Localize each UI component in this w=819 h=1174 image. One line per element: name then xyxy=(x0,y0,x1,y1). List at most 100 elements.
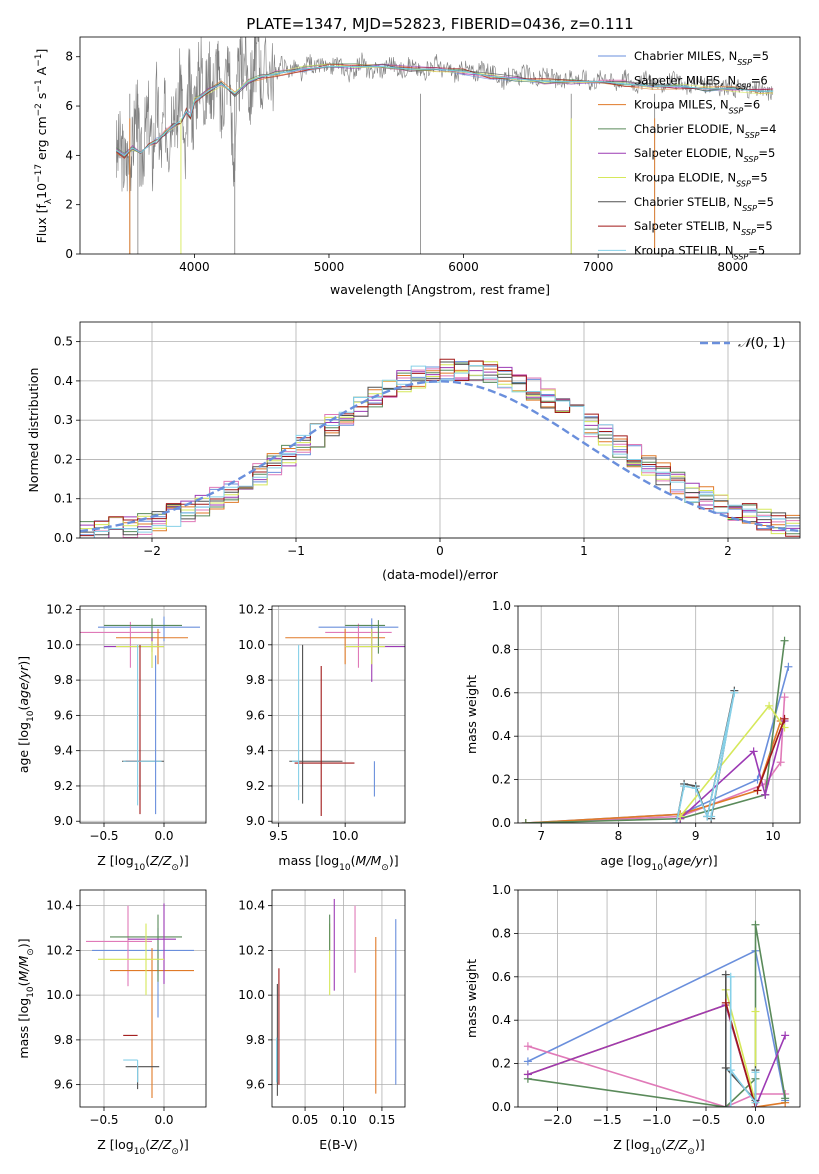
data-point xyxy=(291,644,300,801)
y-tick-label: 8 xyxy=(65,50,73,64)
data-point xyxy=(110,948,194,1099)
x-tick-label: −0.5 xyxy=(89,1113,118,1127)
plot-area xyxy=(523,920,790,1107)
legend-entry: Salpeter MILES, NSSP=6 xyxy=(634,73,768,91)
axes-frame xyxy=(79,36,801,255)
y-tick-label: 0.6 xyxy=(492,686,511,700)
legend-entry: Chabrier STELIB, NSSP=5 xyxy=(634,195,774,213)
y-axis-label: mass weight xyxy=(464,959,479,1038)
chart-title: PLATE=1347, MJD=52823, FIBERID=0436, z=0… xyxy=(246,15,633,33)
y-tick-label: 1.0 xyxy=(492,883,511,897)
y-tick-label: 10.4 xyxy=(46,899,73,913)
normal-curve xyxy=(80,380,800,533)
panel-age-vs-mass: 9.5 10.0 9.0 9.2 9.4 9.6 9.8 10.0 10.2 mass [log1… xyxy=(238,603,406,873)
series xyxy=(721,985,760,1107)
x-tick-label: 10 xyxy=(765,829,780,843)
y-axis-label: mass [log10(M/M⊙)] xyxy=(16,938,36,1058)
axes-frame xyxy=(79,321,801,539)
y-axis-label: mass weight xyxy=(464,675,479,754)
legend-entry: Chabrier ELODIE, NSSP=4 xyxy=(634,122,776,140)
y-tick-label: 10.0 xyxy=(46,638,73,652)
x-axis-label: mass [log10(M/M⊙)] xyxy=(278,853,398,873)
y-tick-label: 4 xyxy=(65,148,73,162)
model-spectrum-line xyxy=(116,63,774,159)
x-tick-label: 2 xyxy=(724,544,732,558)
y-tick-label: 0.4 xyxy=(492,1013,511,1027)
series xyxy=(721,970,760,1107)
series-line xyxy=(527,1045,786,1107)
axes-frame xyxy=(517,889,801,1108)
y-axis-label: Normed distribution xyxy=(26,368,41,493)
y-tick-label: 9.6 xyxy=(54,1078,73,1092)
plot-area xyxy=(285,618,405,816)
series-line xyxy=(525,640,786,823)
x-tick-label: 8000 xyxy=(717,260,748,274)
legend-entry: Chabrier MILES, NSSP=5 xyxy=(634,49,769,67)
y-tick-label: 9.2 xyxy=(54,779,73,793)
x-axis-label: Z [log10(Z/Z⊙)] xyxy=(97,1137,188,1157)
y-tick-label: 10.0 xyxy=(238,638,265,652)
legend-entry: Salpeter STELIB, NSSP=5 xyxy=(634,219,773,237)
plot-area xyxy=(80,616,200,815)
y-tick-label: 10.2 xyxy=(46,603,73,617)
panel-mass-vs-Z: −0.5 0.0 9.6 9.8 10.0 10.2 10.4 Z [log10(Z/Z⊙)]… xyxy=(16,889,207,1157)
plot-area xyxy=(521,636,793,823)
y-tick-label: 10.0 xyxy=(46,988,73,1002)
x-tick-label: 8 xyxy=(615,829,623,843)
y-tick-label: 9.0 xyxy=(246,814,265,828)
y-tick-label: 9.8 xyxy=(54,673,73,687)
panel-residuals: −2 −1 0 1 2 0.0 0.1 0.2 0.3 0.4 0.5 (data-model)/er… xyxy=(26,321,801,582)
y-axis-label: Flux [fλ10−17 erg cm−2 s−1 A−1] xyxy=(34,49,54,244)
y-tick-label: 0.4 xyxy=(54,374,73,388)
y-tick-label: 10.2 xyxy=(238,943,265,957)
y-tick-label: 0.2 xyxy=(492,1057,511,1071)
y-tick-label: 0 xyxy=(65,247,73,261)
series-line xyxy=(756,718,786,791)
series xyxy=(753,714,789,795)
axes-frame xyxy=(271,605,406,824)
axes-frame xyxy=(271,889,406,1108)
data-point xyxy=(325,623,392,668)
x-tick-label: −1.5 xyxy=(592,1113,621,1127)
plot-area xyxy=(276,898,397,1096)
x-axis-label: age [log10(age/yr)] xyxy=(600,853,717,873)
y-tick-label: 0.0 xyxy=(492,816,511,830)
x-tick-label: 9 xyxy=(692,829,700,843)
axes-frame xyxy=(79,605,207,824)
panel-mass-weight-vs-age: 7 8 9 10 0.0 0.2 0.4 0.6 0.8 1.0 age [log10(age/yr… xyxy=(464,599,801,873)
x-tick-label: −1.0 xyxy=(642,1113,671,1127)
x-tick-label: 6000 xyxy=(448,260,479,274)
x-tick-label: −0.5 xyxy=(691,1113,720,1127)
y-tick-label: 9.2 xyxy=(246,779,265,793)
y-tick-label: 10.2 xyxy=(238,603,265,617)
y-tick-label: 10.2 xyxy=(46,943,73,957)
x-tick-label: 9.5 xyxy=(269,829,288,843)
x-axis-label: (data-model)/error xyxy=(382,567,499,582)
data-point xyxy=(80,621,161,668)
x-tick-label: 0.10 xyxy=(330,1113,357,1127)
data-point xyxy=(98,616,200,642)
data-point xyxy=(98,923,164,996)
y-tick-label: 0.0 xyxy=(492,1100,511,1114)
panel-mass-weight-vs-Z: −2.0 −1.5 −1.0 −0.5 0.0 0.0 0.2 0.4 0.6 0.8 1.0 Z [… xyxy=(464,883,801,1157)
y-tick-label: 9.8 xyxy=(246,673,265,687)
series-line xyxy=(675,692,736,823)
panel-mass-vs-EBV: 0.05 0.10 0.15 9.6 9.8 10.0 10.2 10.4 E(B-V) xyxy=(238,889,406,1152)
y-tick-label: 9.6 xyxy=(54,708,73,722)
data-point xyxy=(345,628,405,682)
x-tick-label: 0 xyxy=(436,544,444,558)
y-tick-label: 9.6 xyxy=(246,1078,265,1092)
series-line xyxy=(525,720,782,823)
histogram-step xyxy=(80,358,800,537)
x-tick-label: −0.5 xyxy=(89,829,118,843)
x-tick-label: −2 xyxy=(143,544,161,558)
legend: Chabrier MILES, NSSP=5 Salpeter MILES, NS… xyxy=(598,49,776,261)
y-tick-label: 0.8 xyxy=(492,926,511,940)
data-point xyxy=(123,1059,139,1083)
x-tick-label: 10.0 xyxy=(332,829,359,843)
legend-entry: 𝒩(0, 1) xyxy=(738,336,785,351)
x-tick-label: −2.0 xyxy=(543,1113,572,1127)
x-axis-label: E(B-V) xyxy=(319,1137,358,1152)
panel-spectrum: 4000 5000 6000 7000 8000 0 2 4 6 8 PLATE=1347, MJD… xyxy=(34,15,801,297)
x-axis-label: Z [log10(Z/Z⊙)] xyxy=(97,853,188,873)
